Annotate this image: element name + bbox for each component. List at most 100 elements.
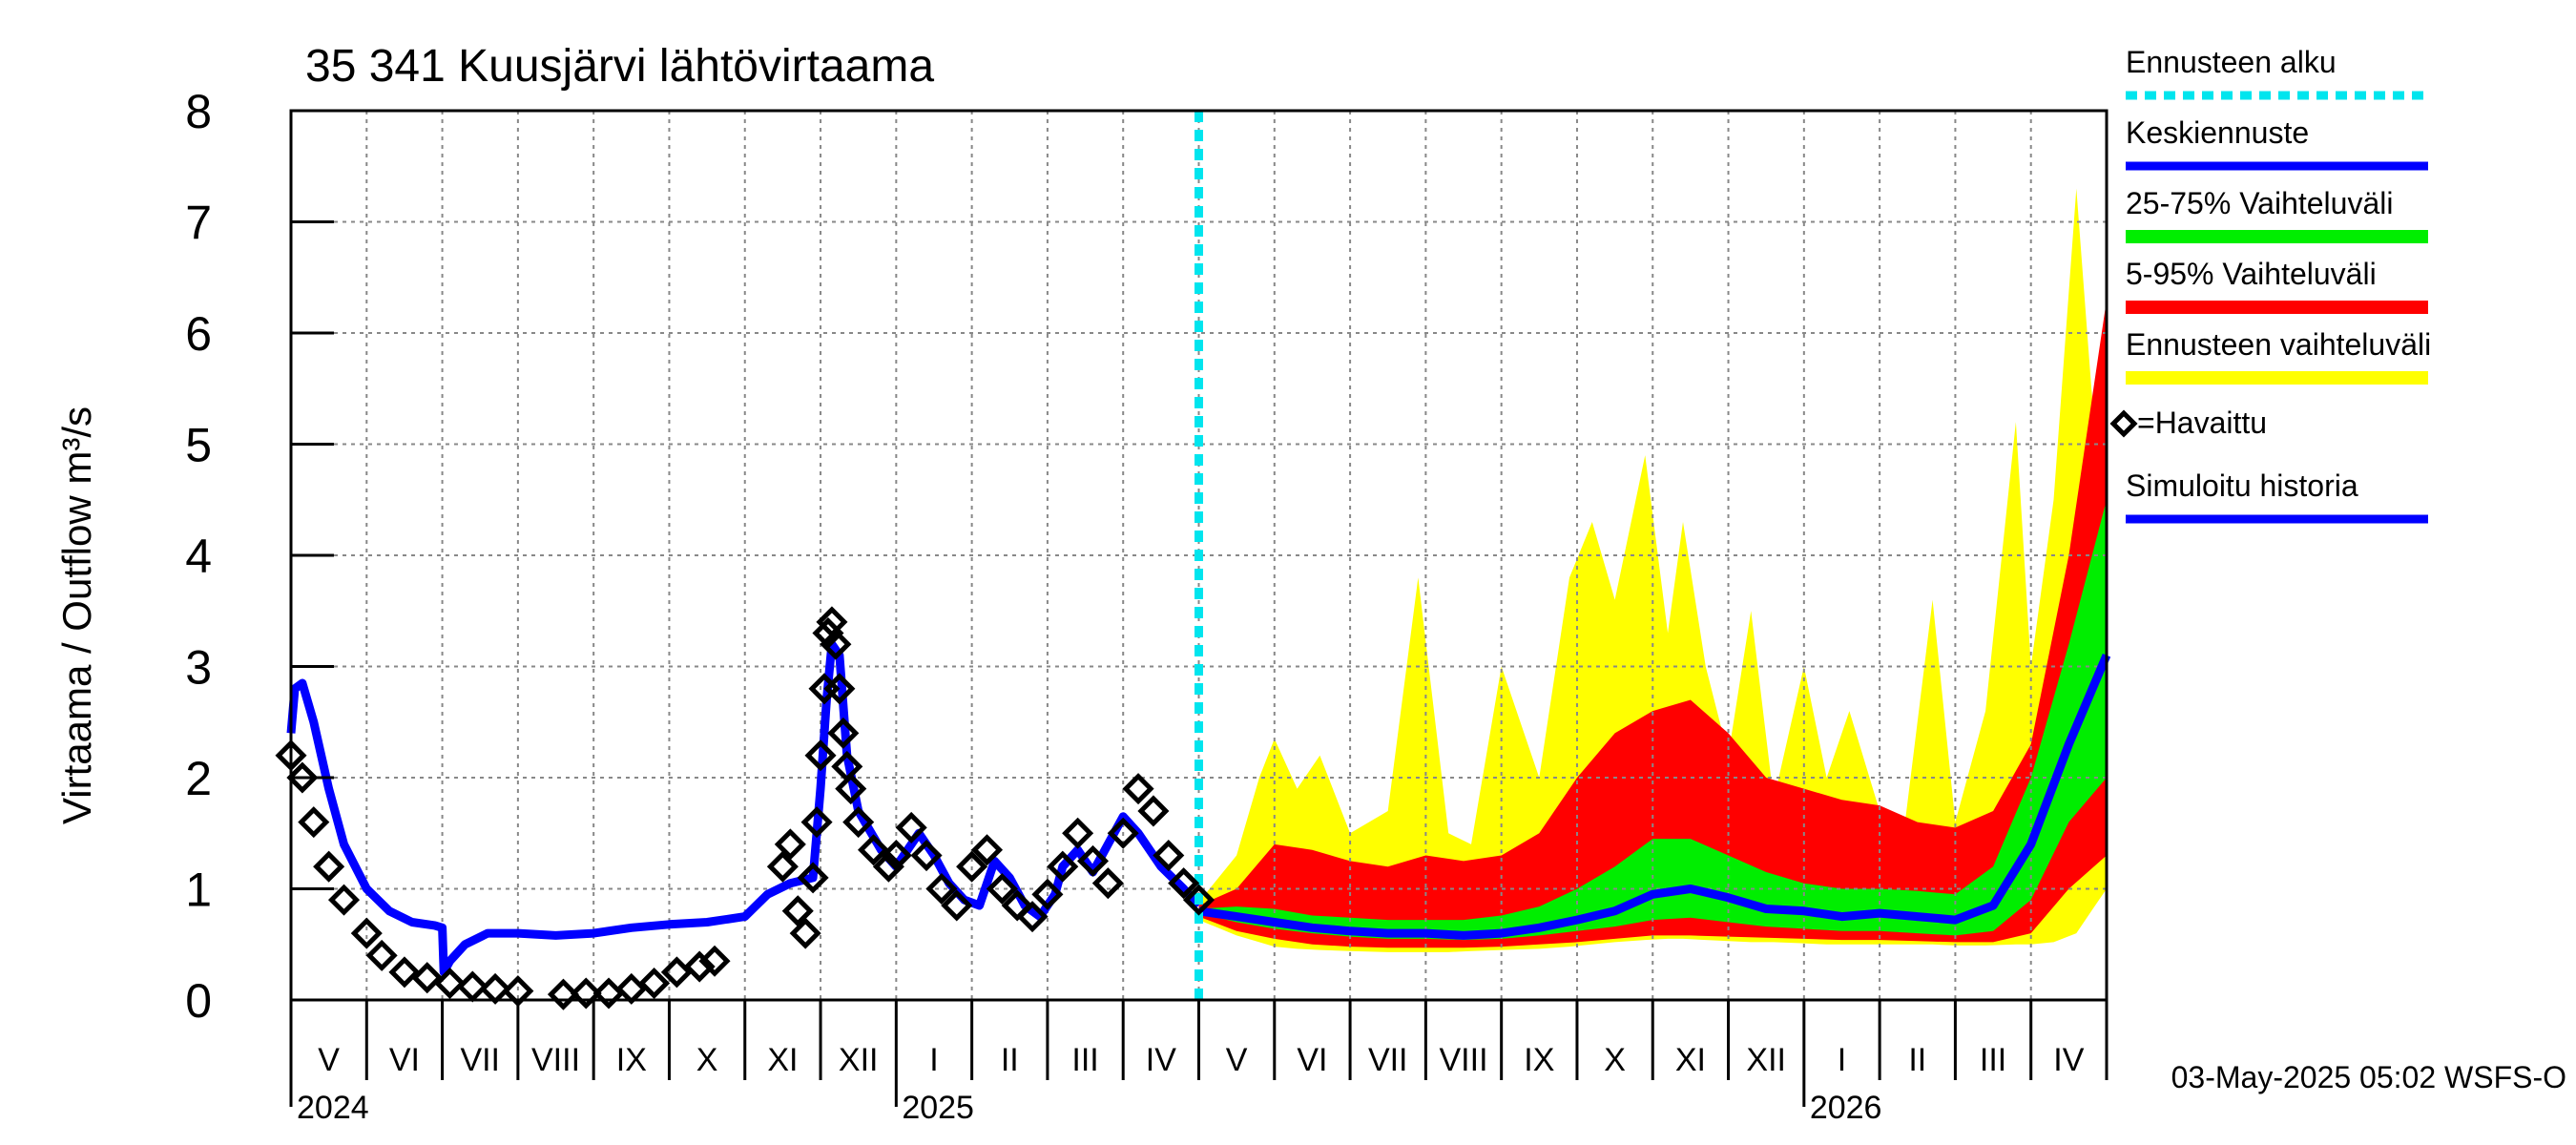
y-tick-label-5: 5: [185, 419, 212, 472]
legend-marker-havaittu: [2109, 409, 2138, 438]
observed-point: [970, 834, 1004, 866]
observed-point: [895, 811, 927, 843]
y-tick-label-4: 4: [185, 530, 212, 583]
observed-point: [365, 939, 398, 971]
x-tick-label-17: X: [1604, 1042, 1626, 1078]
observed-point: [327, 884, 361, 916]
x-tick-label-12: V: [1226, 1042, 1248, 1078]
observed-point: [1062, 817, 1094, 849]
x-tick-label-10: III: [1071, 1042, 1098, 1078]
observed-point: [789, 917, 821, 949]
legend-label-ennusteen-vaihteluv-li: Ennusteen vaihteluväli: [2126, 327, 2431, 362]
x-tick-label-23: IV: [2053, 1042, 2084, 1078]
year-label-2024: 2024: [297, 1090, 369, 1126]
observed-point: [774, 828, 806, 861]
x-tick-label-15: VIII: [1440, 1042, 1488, 1078]
observed-point: [547, 978, 579, 1010]
observed-point: [880, 840, 912, 872]
observed-point: [298, 806, 330, 839]
observed-point: [1122, 773, 1154, 805]
observed-point: [433, 967, 467, 1000]
observed-point: [286, 761, 319, 794]
x-tick-label-22: III: [1980, 1042, 2006, 1078]
legend: Ennusteen alku Keskiennuste 25-75% Vaihtel…: [2109, 45, 2431, 524]
x-tick-label-14: VII: [1368, 1042, 1408, 1078]
observed-point: [858, 834, 890, 866]
observed-point: [313, 850, 345, 883]
observed-point: [1031, 878, 1064, 910]
x-tick-label-20: I: [1838, 1042, 1846, 1078]
observed-point: [1137, 795, 1170, 827]
x-tick-label-2: VII: [460, 1042, 500, 1078]
observed-point: [1182, 884, 1215, 916]
legend-label-25-75-vaihteluv-li: 25-75% Vaihteluväli: [2126, 186, 2393, 220]
observed-point: [925, 872, 958, 906]
x-tick-label-1: VI: [389, 1042, 420, 1078]
y-tick-label-6: 6: [185, 307, 212, 361]
observed-point: [1016, 901, 1049, 933]
observed-point: [698, 945, 731, 977]
band-ennusteen-vaihteluv-li: [1198, 188, 2107, 952]
observed-markers: [275, 606, 1215, 1010]
legend-label-simuloitu-historia: Simuloitu historia: [2126, 468, 2358, 503]
x-tick-label-3: VIII: [531, 1042, 580, 1078]
observed-point: [842, 806, 875, 839]
observed-point: [388, 956, 421, 989]
x-tick-label-11: IV: [1146, 1042, 1176, 1078]
x-tick-label-21: II: [1908, 1042, 1926, 1078]
observed-point: [835, 773, 867, 805]
y-tick-label-7: 7: [185, 197, 212, 250]
x-tick-label-9: II: [1001, 1042, 1019, 1078]
x-tick-label-16: IX: [1524, 1042, 1554, 1078]
legend-label-ennusteen-alku: Ennusteen alku: [2126, 45, 2337, 79]
grid: [291, 110, 2107, 1001]
timestamp-label: 03-May-2025 05:02 WSFS-O: [2171, 1060, 2566, 1094]
observed-point: [683, 950, 716, 983]
observed-point: [1107, 817, 1139, 849]
y-tick-label-0: 0: [185, 974, 212, 1028]
x-tick-label-19: XII: [1746, 1042, 1786, 1078]
legend-label-keskiennuste: Keskiennuste: [2126, 115, 2309, 150]
y-axis-label: Virtaama / Outflow m³/s: [54, 406, 99, 824]
observed-point: [1047, 850, 1079, 883]
x-tick-label-6: XI: [767, 1042, 798, 1078]
x-tick-label-0: V: [318, 1042, 340, 1078]
observed-point: [872, 850, 904, 883]
observed-point: [956, 850, 988, 883]
year-label-2025: 2025: [902, 1090, 974, 1126]
x-tick-label-18: XI: [1675, 1042, 1706, 1078]
x-tick-label-13: VI: [1297, 1042, 1327, 1078]
observed-point: [570, 977, 602, 1010]
legend-label-5-95-vaihteluv-li: 5-95% Vaihteluväli: [2126, 257, 2377, 291]
observed-point: [350, 917, 383, 949]
observed-point: [660, 956, 693, 989]
observed-point: [804, 739, 837, 772]
observed-point: [1001, 889, 1033, 922]
observed-point: [910, 840, 943, 872]
observed-point: [1168, 867, 1200, 900]
y-tick-label-3: 3: [185, 641, 212, 695]
y-tick-label-1: 1: [185, 864, 212, 917]
y-tick-label-2: 2: [185, 752, 212, 805]
observed-point: [827, 717, 860, 749]
observed-point: [1153, 840, 1185, 872]
legend-label-havaittu: =Havaittu: [2137, 406, 2267, 440]
observed-point: [1091, 867, 1124, 900]
observed-point: [638, 967, 671, 1000]
observed-point: [941, 889, 973, 922]
observed-point: [1076, 844, 1110, 877]
x-tick-label-7: XII: [839, 1042, 879, 1078]
x-tick-label-4: IX: [616, 1042, 647, 1078]
observed-point: [823, 673, 856, 705]
x-tick-label-5: X: [696, 1042, 718, 1078]
observed-point: [800, 806, 833, 839]
observed-point: [986, 872, 1018, 906]
year-label-2026: 2026: [1810, 1090, 1882, 1126]
chart-title: 35 341 Kuusjärvi lähtövirtaama: [305, 41, 934, 92]
observed-point: [411, 962, 444, 994]
y-tick-label-8: 8: [185, 85, 212, 138]
observed-point: [766, 850, 799, 883]
